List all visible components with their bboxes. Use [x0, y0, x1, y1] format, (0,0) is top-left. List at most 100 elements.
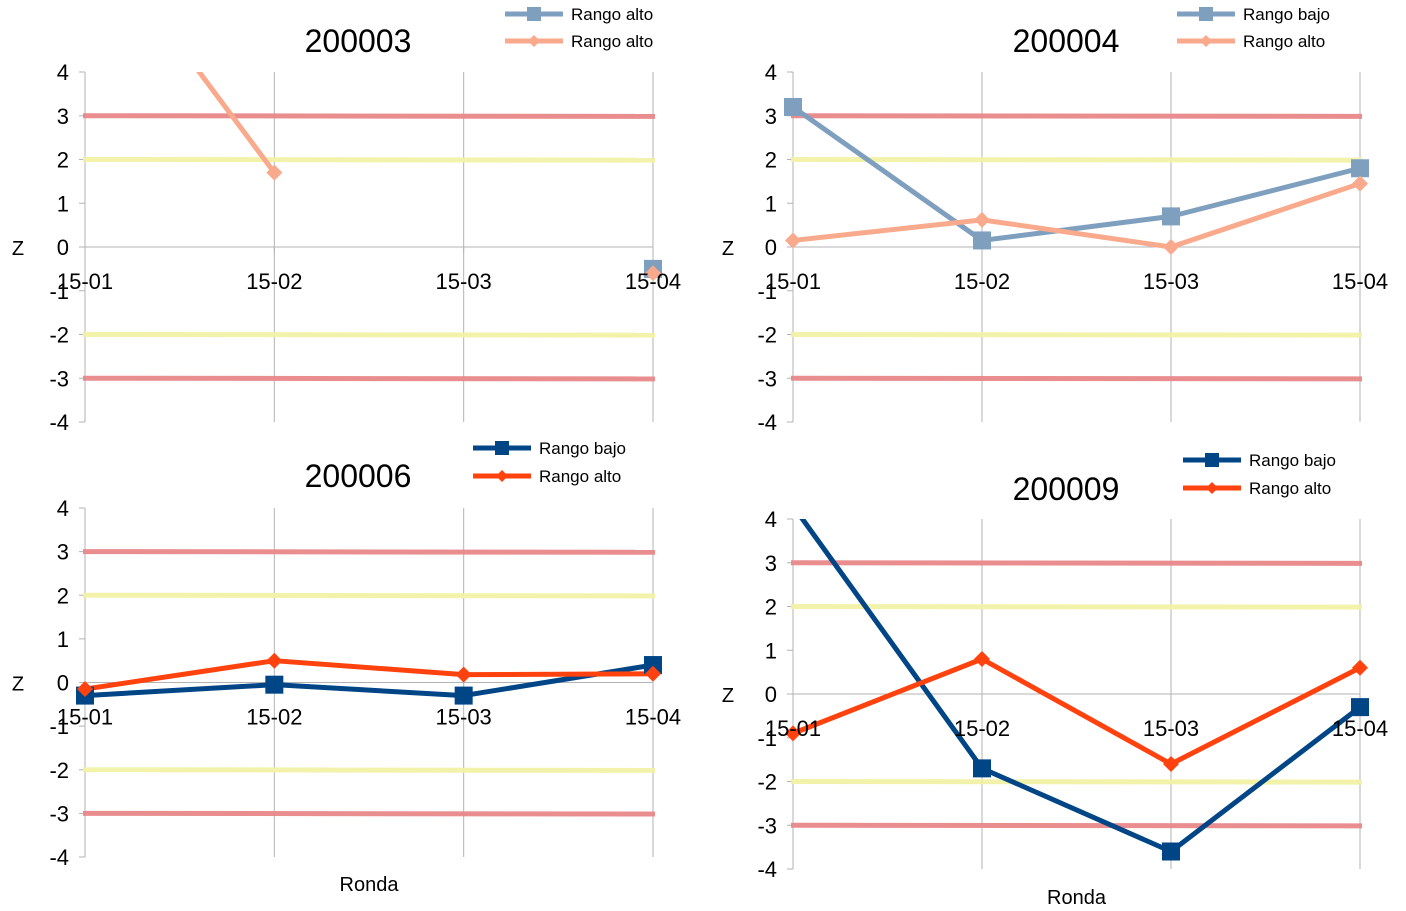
data-point-diamond: [785, 232, 801, 249]
x-tick-label: 15-02: [954, 716, 1010, 741]
data-point-diamond: [974, 211, 990, 228]
legend: Rango bajo Rango alto: [1177, 5, 1330, 51]
x-tick-label: 15-03: [1143, 269, 1199, 294]
legend-marker-diamond: [528, 35, 540, 47]
y-tick-label: 3: [57, 104, 69, 129]
chart-title: 200003: [305, 23, 412, 59]
series-group: [84, 658, 654, 699]
x-tick-label: 15-04: [625, 269, 681, 294]
series-line-segment: [1170, 165, 1361, 219]
legend-label: Rango alto: [571, 32, 653, 51]
reference-line: [790, 779, 1363, 785]
series-group: [792, 519, 1362, 854]
x-tick-label: 15-04: [625, 705, 681, 730]
y-tick-label: 3: [57, 540, 69, 565]
y-tick-label: -3: [49, 801, 69, 826]
legend-marker-diamond: [496, 470, 508, 482]
legend-label: Rango bajo: [1243, 5, 1330, 24]
y-axis-label: Z: [12, 674, 24, 696]
x-axis-label: Ronda: [340, 874, 400, 896]
data-point-square: [644, 656, 662, 675]
y-axis-label: Z: [722, 238, 734, 260]
data-point-square: [784, 98, 802, 116]
series-line-segment: [196, 72, 277, 175]
data-point-diamond: [1163, 756, 1179, 772]
y-tick-label: 1: [57, 627, 69, 652]
data-point-diamond: [974, 651, 990, 667]
reference-line: [790, 332, 1363, 338]
data-point-square: [1351, 698, 1369, 717]
series-line-segment: [1170, 181, 1361, 250]
series-line-segment: [463, 671, 654, 678]
y-tick-label: 2: [57, 148, 69, 173]
legend-marker-square: [495, 441, 509, 455]
y-tick-label: -2: [49, 758, 69, 783]
reference-line: [82, 375, 656, 382]
series-line-segment: [274, 658, 464, 678]
y-tick-label: -3: [757, 366, 777, 391]
series-group: [791, 104, 1361, 250]
series-line-segment: [1169, 705, 1362, 854]
data-point-diamond: [1163, 239, 1179, 255]
legend-marker-diamond: [1200, 35, 1212, 47]
y-tick-label: 1: [765, 191, 777, 216]
y-tick-label: 2: [57, 583, 69, 608]
y-tick-label: 0: [57, 671, 69, 696]
series-line-segment: [980, 656, 1173, 767]
series-line-segment: [84, 658, 275, 692]
series-line-segment: [791, 104, 984, 243]
y-axis-label: Z: [12, 238, 24, 260]
reference-line: [790, 375, 1363, 382]
x-tick-label: 15-02: [246, 705, 302, 730]
legend: Rango bajo Rango alto: [473, 439, 626, 486]
series-line-segment: [980, 766, 1173, 854]
y-tick-label: 3: [765, 551, 777, 576]
chart-panel-200009: 4 3 2 1 0 -1 -2 -3 -4 15-01 15-02 15-03 15-04 Z 200009…: [722, 451, 1388, 909]
y-tick-label: -2: [757, 770, 777, 795]
series-group: [196, 72, 277, 175]
legend-marker-square: [527, 7, 541, 21]
y-tick-label: -4: [757, 857, 777, 882]
y-tick-label: 4: [765, 60, 777, 85]
series-line-segment: [1169, 665, 1362, 767]
legend: Rango bajo Rango alto: [1183, 451, 1336, 498]
data-point-square: [973, 759, 991, 778]
y-tick-label: 4: [57, 60, 69, 85]
x-tick-label: 15-01: [765, 716, 821, 741]
reference-line: [82, 157, 656, 163]
y-tick-label: -1: [757, 726, 777, 751]
y-tick-label: 2: [765, 148, 777, 173]
x-tick-label: 15-01: [765, 269, 821, 294]
data-point-diamond: [1352, 659, 1368, 676]
y-tick-label: 0: [765, 235, 777, 260]
y-tick-label: 2: [765, 595, 777, 620]
reference-line: [82, 592, 656, 599]
x-tick-label: 15-02: [246, 269, 302, 294]
data-point-square: [1351, 159, 1369, 178]
y-tick-label: -4: [49, 845, 69, 870]
y-tick-label: -1: [757, 279, 777, 304]
legend-label: Rango alto: [539, 467, 621, 486]
y-tick-label: -2: [757, 323, 777, 348]
y-tick-label: 3: [765, 104, 777, 129]
series-line-segment: [981, 213, 1172, 243]
series-line-segment: [799, 519, 985, 770]
legend-label: Rango alto: [571, 5, 653, 24]
reference-line: [82, 767, 656, 773]
data-point-square: [1162, 207, 1180, 226]
legend-marker-square: [1205, 453, 1219, 467]
x-axis-label: Ronda: [1047, 887, 1107, 909]
legend-label: Rango alto: [1249, 479, 1331, 498]
y-tick-label: -4: [49, 410, 69, 435]
chart-title: 200004: [1013, 23, 1120, 59]
data-point-square: [973, 231, 991, 250]
data-point-square: [1162, 842, 1180, 861]
y-tick-label: 0: [57, 235, 69, 260]
legend-marker-diamond: [1206, 482, 1218, 494]
legend: Rango alto Rango alto: [505, 5, 653, 51]
data-point-square: [454, 686, 473, 705]
y-tick-label: 0: [765, 682, 777, 707]
x-tick-label: 15-01: [57, 269, 113, 294]
y-tick-label: -3: [49, 366, 69, 391]
